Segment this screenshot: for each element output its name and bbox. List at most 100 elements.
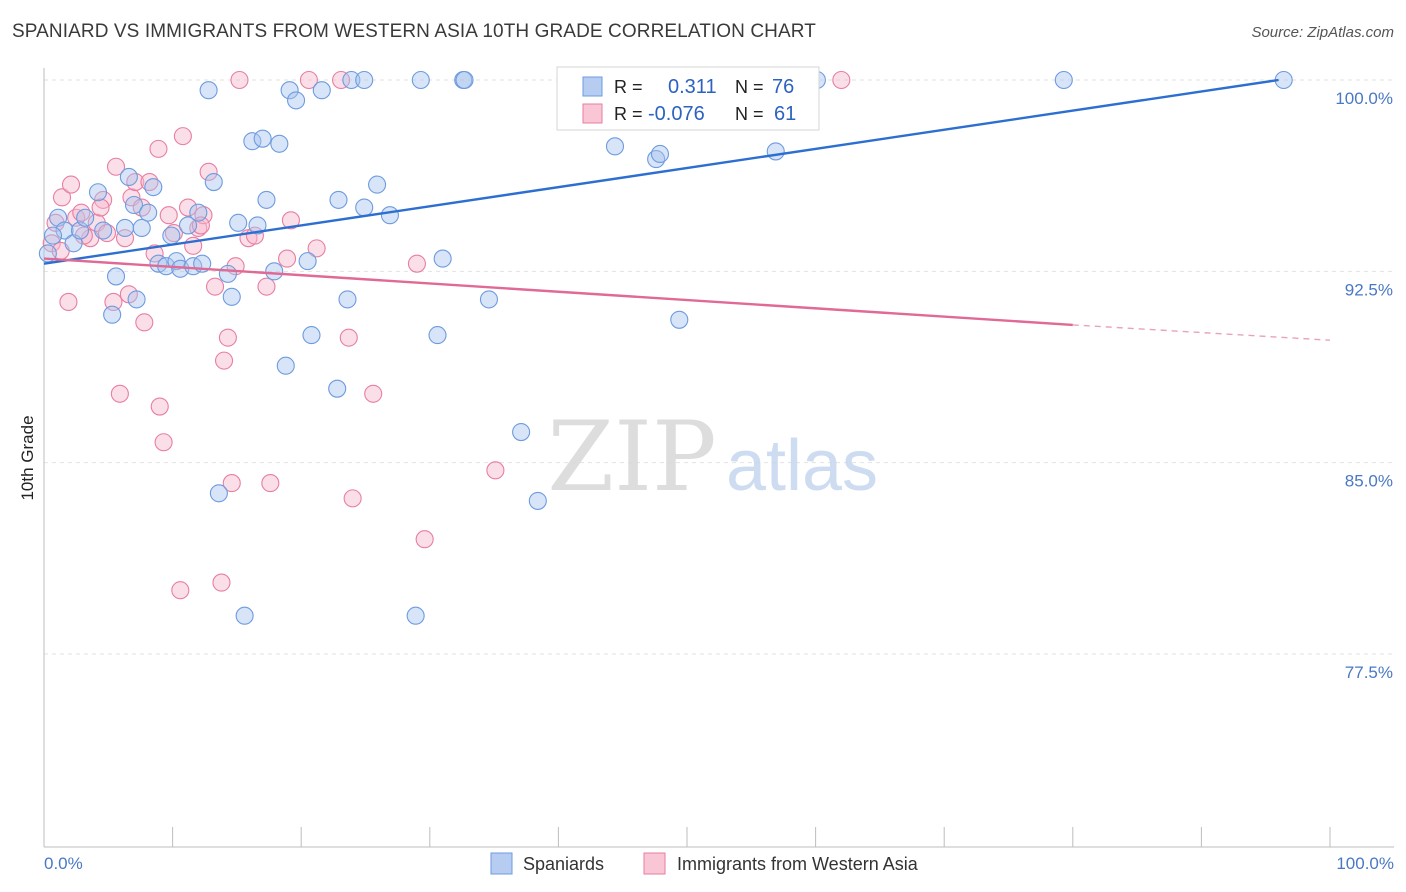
series-legend-swatch-western-asia[interactable] [643, 852, 666, 875]
spaniards-point [88, 183, 108, 202]
western-asia-point [218, 328, 237, 347]
spaniards-point [139, 203, 158, 222]
series-spaniards-points [38, 70, 1293, 625]
spaniards-point [119, 167, 138, 186]
western-asia-point [171, 581, 190, 600]
spaniards-point [222, 287, 241, 306]
western-asia-point [154, 433, 173, 452]
spaniards-point [380, 206, 399, 225]
western-asia-point [230, 70, 249, 90]
y-tick-labels: 77.5% 85.0% 92.5% 100.0% [1335, 89, 1393, 682]
series-legend-label-western-asia[interactable]: Immigrants from Western Asia [677, 854, 919, 874]
spaniards-point [243, 132, 262, 151]
western-asia-point [257, 277, 276, 296]
legend-swatch-spaniards [582, 76, 603, 97]
spaniards-point [605, 137, 625, 156]
western-asia-point [164, 224, 183, 243]
western-asia-point [278, 249, 297, 268]
watermark-zip: ZIP [547, 401, 716, 513]
western-asia-point [205, 277, 225, 296]
spaniards-point [43, 226, 63, 245]
western-asia-point [486, 461, 505, 480]
western-asia-point [52, 188, 72, 207]
spaniards-point [270, 134, 289, 153]
spaniards-point [355, 198, 374, 217]
spaniards-point [189, 203, 208, 222]
y-tick-label-0: 77.5% [1345, 663, 1393, 682]
spaniards-point [406, 606, 425, 625]
western-asia-point [194, 206, 213, 225]
western-asia-point [222, 474, 241, 493]
western-asia-point [173, 127, 192, 146]
spaniards-point [199, 81, 218, 100]
spaniards-point [302, 326, 321, 345]
spaniards-point [204, 172, 223, 192]
western-asia-point [214, 351, 234, 370]
western-asia-point [415, 530, 434, 549]
spaniards-point [670, 310, 689, 329]
western-asia-trend-line [43, 257, 1073, 327]
legend-n-label-1: N = [735, 77, 764, 97]
spaniards-point [433, 249, 452, 268]
legend-n-western-asia: 61 [774, 103, 796, 125]
stats-legend: R = 0.311 N = 76 R = -0.076 N = 61 [556, 66, 820, 131]
western-asia-point [407, 254, 426, 273]
western-asia-point [91, 198, 110, 217]
spaniards-point [528, 491, 547, 510]
series-legend-swatch-spaniards[interactable] [490, 852, 513, 875]
western-asia-point [832, 70, 851, 90]
legend-r-western-asia: -0.076 [648, 103, 705, 125]
western-asia-trend-line-extension [1072, 324, 1331, 341]
chart-title: SPANIARD VS IMMIGRANTS FROM WESTERN ASIA… [12, 21, 816, 42]
series-legend-label-spaniards[interactable]: Spaniards [523, 854, 604, 874]
spaniards-point [312, 81, 331, 100]
spaniards-point [280, 81, 299, 100]
western-asia-point [364, 384, 383, 403]
spaniards-point [218, 264, 237, 283]
spaniards-point [766, 142, 785, 161]
watermark-atlas: atlas [726, 426, 878, 506]
spaniards-point [144, 178, 163, 197]
source-label: Source: ZipAtlas.com [1251, 24, 1394, 41]
legend-n-spaniards: 76 [772, 76, 794, 98]
western-asia-point [115, 229, 135, 248]
series-western-asia-points [42, 70, 851, 600]
legend-n-label-2: N = [735, 104, 764, 124]
spaniards-point [229, 213, 248, 232]
spaniards-point [106, 267, 126, 286]
western-asia-point [199, 162, 218, 181]
gridlines [44, 79, 1394, 655]
legend-r-label-1: R = [614, 77, 643, 97]
legend-r-label-2: R = [614, 104, 643, 124]
spaniards-point [55, 221, 74, 240]
western-asia-point [281, 211, 300, 230]
western-asia-point [261, 474, 280, 493]
legend-swatch-western-asia [582, 103, 603, 124]
spaniards-point [428, 326, 447, 345]
spaniards-point [355, 70, 374, 90]
y-tick-label-3: 100.0% [1335, 89, 1393, 108]
spaniards-point [132, 218, 151, 238]
western-asia-point [299, 70, 318, 90]
western-asia-point [307, 239, 326, 258]
series-legend: Spaniards Immigrants from Western Asia [490, 852, 919, 875]
spaniards-point [248, 216, 267, 235]
spaniards-point [328, 379, 347, 398]
western-asia-point [110, 384, 129, 403]
spaniards-point [235, 606, 254, 625]
western-asia-point [178, 198, 198, 217]
western-asia-point [106, 157, 126, 176]
y-tick-label-1: 85.0% [1345, 472, 1393, 491]
spaniards-point [124, 195, 144, 215]
spaniards-point [287, 91, 306, 110]
spaniards-point [276, 356, 295, 375]
western-asia-point [59, 292, 78, 311]
spaniards-point [127, 290, 146, 309]
x-tick-label-max: 100.0% [1336, 854, 1394, 873]
western-asia-point [145, 244, 164, 263]
spaniards-point [368, 175, 387, 194]
spaniards-point [257, 190, 276, 209]
western-asia-point [150, 397, 169, 416]
western-asia-point [339, 328, 358, 347]
